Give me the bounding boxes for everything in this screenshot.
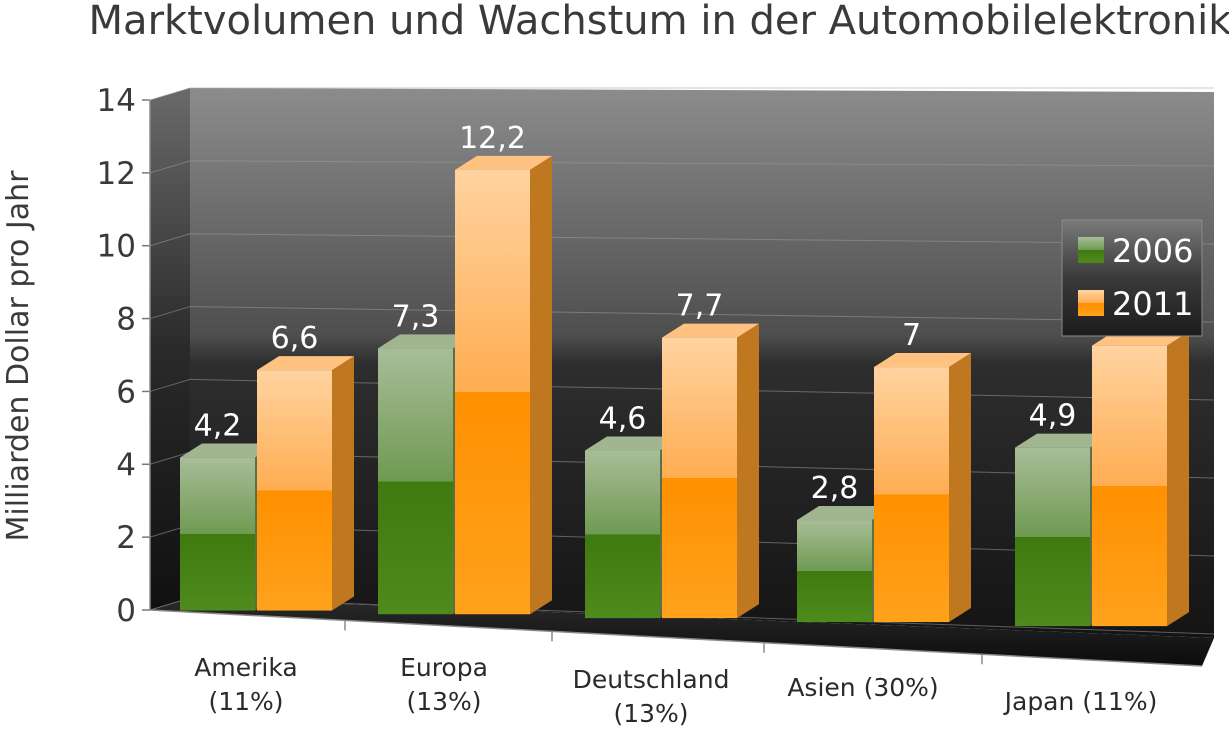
data-label-2011: 12,2 (459, 121, 526, 156)
y-tick-label: 12 (97, 156, 136, 192)
chart-title: Marktvolumen und Wachstum in der Automob… (89, 0, 1229, 44)
category-label: (13%) (406, 687, 481, 716)
bar-2011-side (737, 323, 759, 619)
y-tick-label: 14 (97, 83, 136, 119)
y-axis-title: Milliarden Dollar pro Jahr (1, 170, 36, 542)
bar-2011 (455, 169, 530, 615)
bar-2011 (662, 337, 737, 619)
labels-layer: 4,2 6,6 Amerika (11%) 7,3 12,2 Europa (13%) 4,6 7… (194, 121, 1158, 728)
gridline (149, 87, 1214, 101)
category-label: Asien (30%) (787, 673, 938, 702)
gridline (149, 306, 1215, 323)
bar-2011 (257, 370, 332, 611)
y-tick-label: 4 (116, 447, 136, 483)
bar-2011-side (530, 155, 552, 615)
bar-2011-side (1167, 331, 1189, 627)
bar-2006 (378, 348, 453, 615)
gridline (149, 378, 1215, 401)
category-label: Japan (11%) (1003, 687, 1158, 716)
bar-2006 (585, 450, 660, 619)
gridline (149, 160, 1215, 174)
bar-2011-top (662, 323, 759, 338)
bar-2006 (1015, 447, 1090, 627)
data-label-2006: 4,6 (599, 402, 647, 437)
bar-2006-top (180, 443, 277, 458)
data-label-2011: 6,6 (271, 321, 319, 356)
legend-swatch-2011 (1078, 290, 1104, 316)
legend-label-2011: 2011 (1112, 285, 1193, 323)
bar-2011 (1092, 345, 1167, 627)
bar-2011-top (257, 356, 354, 371)
category-label: Europa (400, 653, 488, 682)
bar-2006-top (1015, 433, 1112, 448)
legend: 2006 2011 (1061, 219, 1203, 337)
bar-2011-top (874, 353, 971, 368)
bar-2011-side (949, 353, 971, 623)
category-label: (11%) (208, 687, 283, 716)
data-label-2006: 4,2 (194, 409, 242, 444)
bar-2011-top (455, 155, 552, 170)
y-tick-label: 8 (116, 302, 136, 338)
bar-2006-top (378, 334, 475, 349)
bar-2006-top (585, 436, 682, 451)
legend-swatch-2006 (1078, 237, 1104, 263)
data-label-2006: 2,8 (811, 471, 859, 506)
x-axis-line (149, 609, 1203, 667)
bar-2011 (874, 367, 949, 623)
y-tick-label: 10 (97, 229, 136, 265)
legend-label-2006: 2006 (1112, 232, 1193, 270)
category-label: Deutschland (573, 665, 730, 694)
data-label-2011: 7 (902, 318, 921, 353)
bar-2006-top (797, 506, 894, 521)
bar-2006 (180, 457, 255, 611)
y-tick-label: 0 (116, 593, 136, 629)
y-tick-label: 2 (116, 520, 136, 556)
gridline (149, 233, 1215, 247)
y-tick-label: 6 (116, 374, 136, 410)
bar-2011-side (332, 356, 354, 611)
category-label: (13%) (613, 699, 688, 728)
bar-2006 (797, 520, 872, 623)
data-label-2011: 7,7 (676, 289, 724, 324)
data-label-2006: 4,9 (1029, 399, 1077, 434)
floor (150, 598, 1214, 666)
category-label: Amerika (194, 653, 297, 682)
data-label-2006: 7,3 (392, 299, 440, 334)
